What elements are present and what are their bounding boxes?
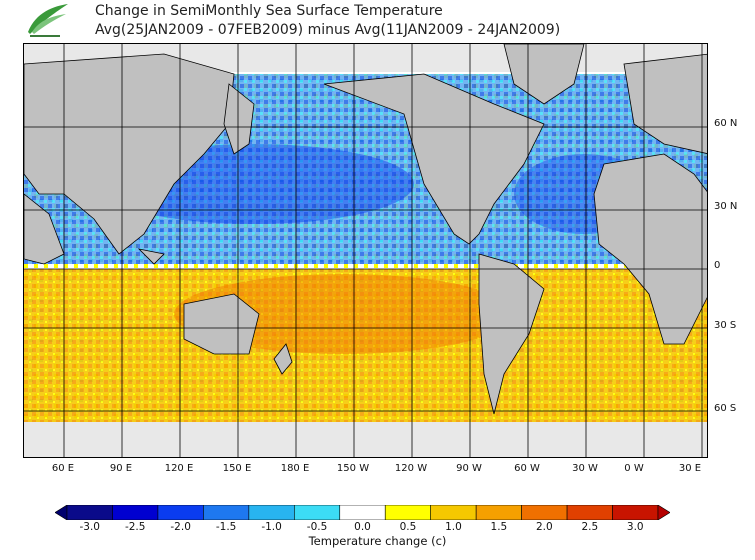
sst-change-map xyxy=(23,43,708,458)
colorbar-tick-label: 3.0 xyxy=(626,521,644,533)
colorbar-swatch xyxy=(112,505,159,520)
leaf-logo-icon xyxy=(28,4,68,37)
lon-label: 90 E xyxy=(109,463,133,474)
colorbar-tick-label: -3.0 xyxy=(79,521,100,533)
lon-label: 30 W xyxy=(572,463,598,474)
lon-label: 0 W xyxy=(624,463,644,474)
colorbar-swatch xyxy=(521,505,568,520)
warm-anomaly xyxy=(174,274,514,354)
colorbar-tick-label: 0.0 xyxy=(354,521,371,533)
colorbar-title: Temperature change (c) xyxy=(308,534,447,548)
lat-label-30n: 30 N xyxy=(714,201,738,212)
colorbar-swatch xyxy=(248,505,295,520)
colorbar-swatch xyxy=(566,505,613,520)
lon-label: 150 W xyxy=(336,463,370,474)
colorbar-swatch xyxy=(294,505,341,520)
colorbar-tick-label: 1.0 xyxy=(445,521,462,533)
colorbar-tick-label: -2.0 xyxy=(170,521,191,533)
colorbar-arrow-low xyxy=(55,505,68,520)
lon-label: 180 E xyxy=(280,463,310,474)
page-subtitle: Avg(25JAN2009 - 07FEB2009) minus Avg(11J… xyxy=(95,22,561,38)
lon-label: 30 E xyxy=(678,463,702,474)
graticule xyxy=(24,44,707,457)
warming-region xyxy=(24,269,707,429)
lon-label: 60 E xyxy=(51,463,75,474)
colorbar-tick-label: -0.5 xyxy=(306,521,328,533)
map-canvas xyxy=(24,44,707,457)
colorbar-tick-label: 2.0 xyxy=(535,521,553,533)
lon-label: 60 W xyxy=(514,463,540,474)
lon-label: 120 W xyxy=(394,463,428,474)
colorbar-tick-label: 2.5 xyxy=(581,521,599,533)
colorbar-tick-label: 1.5 xyxy=(490,521,508,533)
colorbar-swatch xyxy=(66,505,113,520)
lat-label-equator: 0 xyxy=(714,260,721,271)
page-title: Change in SemiMonthly Sea Surface Temper… xyxy=(95,3,443,19)
colorbar xyxy=(55,505,670,520)
colorbar-arrow-high xyxy=(657,505,670,520)
colorbar-tick-label: 0.5 xyxy=(399,521,417,533)
colorbar-swatch xyxy=(384,505,431,520)
lon-label: 90 W xyxy=(456,463,482,474)
lat-label-60n: 60 N xyxy=(714,118,738,129)
lon-label: 120 E xyxy=(164,463,194,474)
colorbar-swatch xyxy=(430,505,477,520)
lon-label: 150 E xyxy=(222,463,252,474)
colorbar-swatch xyxy=(612,505,659,520)
colorbar-swatch xyxy=(157,505,204,520)
colorbar-swatch xyxy=(339,505,386,520)
lat-label-60s: 60 S xyxy=(714,403,737,414)
lat-label-30s: 30 S xyxy=(714,320,737,331)
colorbar-swatch xyxy=(203,505,250,520)
landmasses xyxy=(24,44,707,415)
colorbar-tick-label: -1.0 xyxy=(261,521,282,533)
colorbar-swatch xyxy=(475,505,522,520)
colorbar-tick-label: -2.5 xyxy=(124,521,146,533)
colorbar-tick-label: -1.5 xyxy=(215,521,237,533)
antarctic-ice xyxy=(24,422,707,457)
